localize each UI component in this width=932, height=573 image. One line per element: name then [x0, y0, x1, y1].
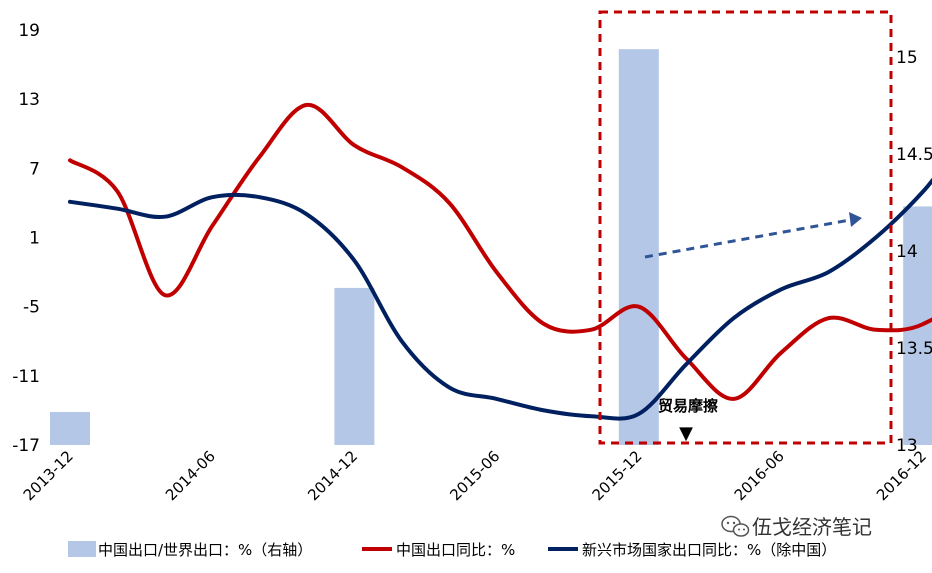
legend-label-emerging: 新兴市场国家出口同比：%（除中国） — [582, 541, 836, 559]
legend-label-china: 中国出口同比：% — [396, 541, 515, 559]
right-tick-label: 13.5 — [896, 339, 932, 359]
trend-arrow-line — [644, 218, 851, 259]
watermark: 伍戈经济笔记 — [721, 515, 872, 539]
trend-arrow — [644, 212, 862, 259]
legend-swatch-bars — [68, 541, 96, 557]
bars-layer — [50, 49, 932, 445]
trend-arrow-head — [849, 212, 862, 227]
emerging-export-yoy-line — [68, 177, 932, 421]
left-tick-label: 1 — [29, 229, 40, 249]
right-tick-label: 15 — [896, 48, 918, 68]
right-tick-label: 14 — [896, 242, 918, 262]
x-tick-label: 2015-06 — [446, 447, 503, 504]
bar-2014-12 — [334, 287, 375, 445]
right-tick-label: 13 — [896, 436, 918, 456]
left-axis: 19 13 7 1 -5 -11 -17 — [12, 21, 40, 456]
left-tick-label: 19 — [18, 21, 40, 41]
watermark-text: 伍戈经济笔记 — [752, 515, 872, 539]
left-tick-label: -11 — [12, 367, 40, 387]
x-tick-label: 2015-12 — [589, 447, 646, 504]
lines-layer — [68, 102, 932, 421]
right-tick-label: 14.5 — [896, 145, 932, 165]
trade-friction-label: 贸易摩擦 — [658, 397, 718, 415]
x-tick-label: 2016-06 — [731, 447, 788, 504]
left-tick-label: 7 — [29, 159, 40, 179]
bar-2015-12 — [618, 49, 659, 445]
left-tick-label: -5 — [23, 298, 40, 318]
china-export-yoy-line — [68, 102, 932, 401]
bar-2013-12 — [50, 412, 90, 445]
left-tick-label: 13 — [18, 90, 40, 110]
left-tick-label: -17 — [12, 436, 40, 456]
highlight-box — [598, 10, 893, 445]
x-tick-label: 2014-06 — [162, 447, 219, 504]
legend-label-bars: 中国出口/世界出口：%（右轴） — [98, 541, 312, 559]
x-axis: 2013-12 2014-06 2014-12 2015-06 2015-12 2016-… — [20, 447, 930, 504]
wechat-icon — [721, 515, 750, 537]
legend: 中国出口/世界出口：%（右轴） 中国出口同比：% 新兴市场国家出口同比：%（除中… — [68, 541, 836, 559]
right-axis: 15 14.5 14 13.5 13 — [896, 48, 932, 456]
x-tick-label: 2014-12 — [304, 447, 361, 504]
trade-friction-marker-icon: ▼ — [679, 423, 693, 444]
